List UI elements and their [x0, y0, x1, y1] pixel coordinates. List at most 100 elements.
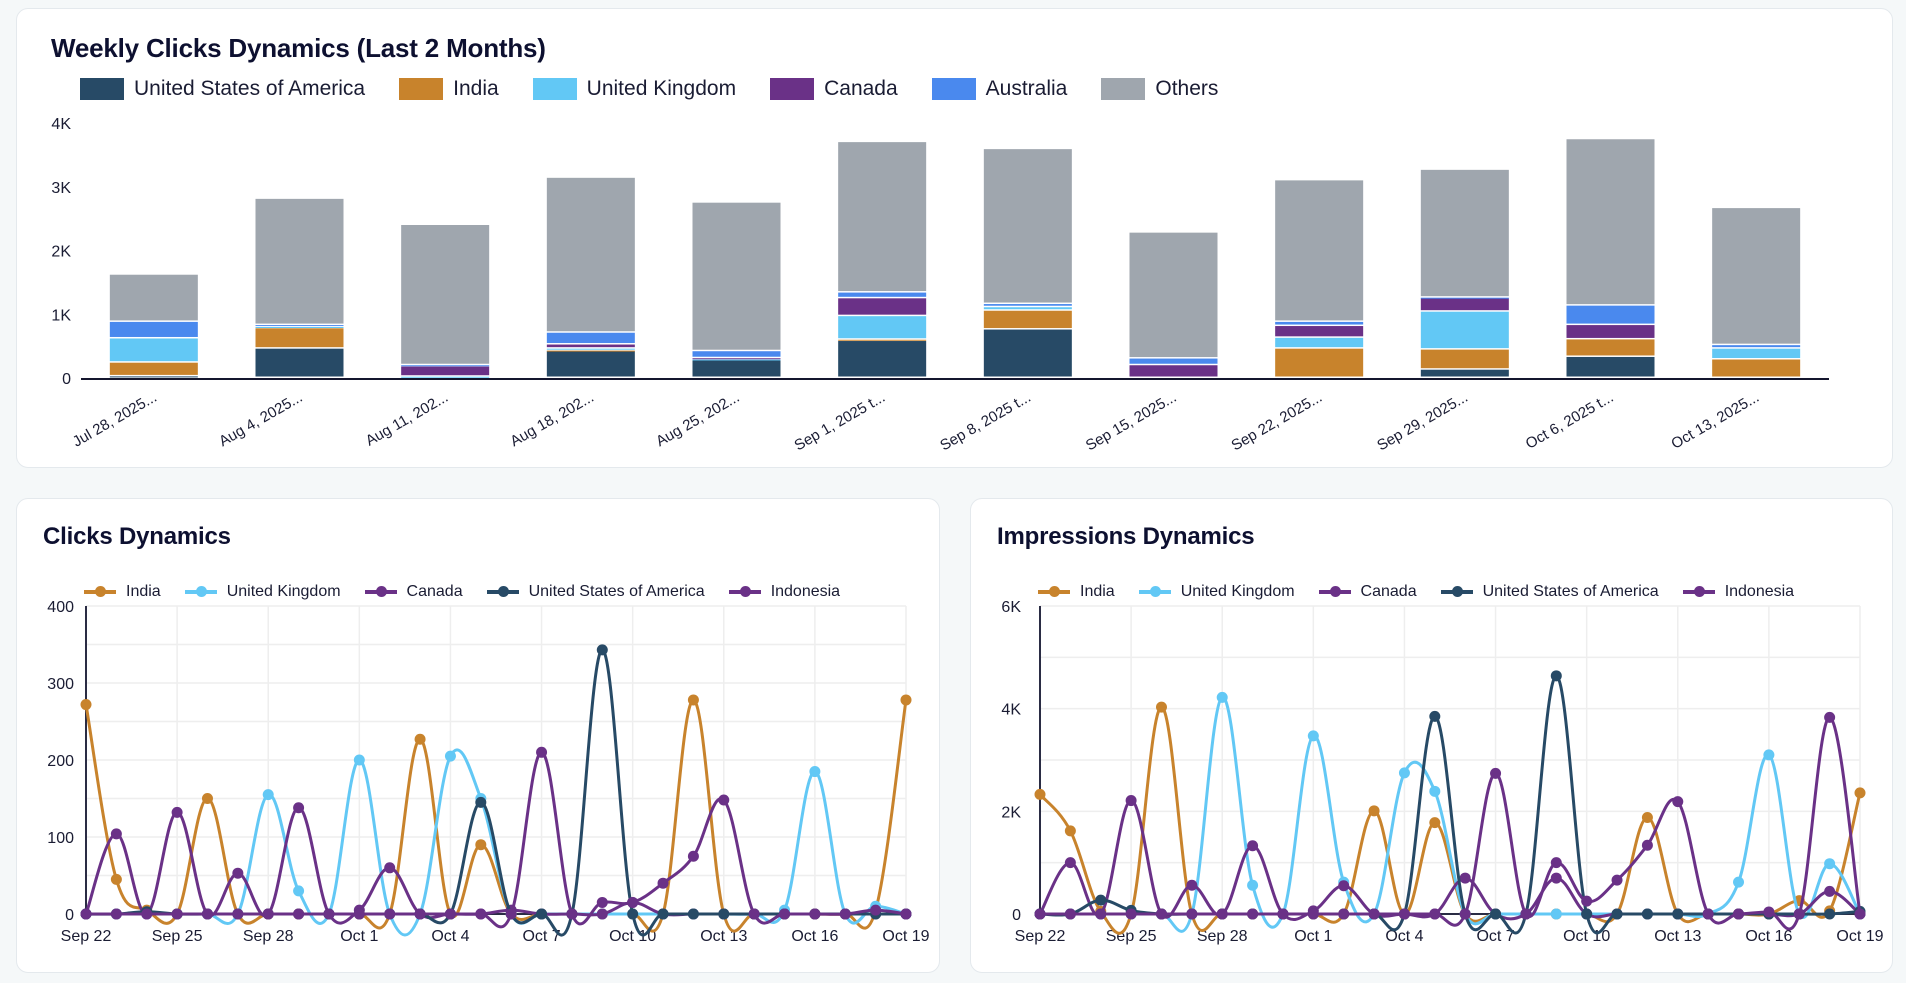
bar-australia — [1712, 345, 1801, 348]
bar-australia — [838, 292, 927, 297]
bar-australia — [255, 325, 344, 327]
bar-united-states-of-america — [109, 376, 198, 378]
legend-item-others[interactable]: Others — [1101, 77, 1218, 101]
data-point-united-states-of-america — [536, 908, 548, 920]
bar-united-kingdom — [692, 359, 781, 361]
bar-canada — [1129, 365, 1218, 377]
series-line-indonesia — [1040, 715, 1862, 931]
impressions-line-chart: Sep 22 Sep 25 Sep 28 Oct 1 Oct 4 Oct 7 Oct 10 O… — [1001, 599, 1883, 945]
bar-india — [109, 362, 198, 375]
bar-others — [692, 202, 781, 350]
data-point-canada — [384, 862, 396, 874]
x-tick-label: Oct 1 — [340, 928, 378, 945]
bar-canada — [401, 366, 490, 376]
data-point-united-states-of-america — [657, 908, 669, 920]
legend-item-indonesia[interactable]: Indonesia — [728, 583, 840, 601]
data-point-canada — [171, 806, 183, 818]
legend-item-india[interactable]: India — [1038, 583, 1115, 601]
legend-swatch — [486, 586, 519, 597]
data-point-indonesia — [1338, 908, 1350, 920]
data-point-indonesia — [870, 904, 882, 916]
clicks-line-chart: Sep 22 Sep 25 Sep 28 Oct 1 Oct 4 Oct 7 Oct 10 O… — [47, 599, 929, 945]
y-tick-label: 4K — [51, 116, 71, 133]
x-tick-label: Oct 7 — [522, 928, 560, 945]
x-tick-label: Oct 13 — [700, 928, 747, 945]
legend-item-indonesia[interactable]: Indonesia — [1682, 583, 1794, 601]
bar-others — [1566, 139, 1655, 305]
bar-australia — [983, 304, 1072, 306]
bar-india — [546, 350, 635, 352]
x-tick-label: Oct 16 — [791, 928, 838, 945]
data-point-canada — [1064, 857, 1076, 869]
x-tick-label: Sep 25 — [152, 928, 203, 945]
legend-label: United Kingdom — [1180, 583, 1295, 600]
legend-item-india[interactable]: India — [84, 583, 161, 601]
legend-label: United States of America — [134, 77, 366, 100]
bar-canada — [546, 344, 635, 348]
bar-others — [1275, 180, 1364, 321]
impressions-dynamics-card: Impressions Dynamics India United Kingdom… — [970, 498, 1893, 973]
data-point-indonesia — [687, 850, 699, 862]
legend-item-australia[interactable]: Australia — [931, 77, 1067, 101]
y-tick-label: 0 — [65, 907, 74, 924]
legend-item-united-kingdom[interactable]: United Kingdom — [184, 583, 341, 601]
data-point-indonesia — [1125, 908, 1137, 920]
legend-item-canada[interactable]: Canada — [770, 77, 898, 101]
data-point-indonesia — [293, 908, 305, 920]
legend-label: Canada — [824, 77, 898, 100]
x-tick-label: Oct 16 — [1745, 928, 1792, 945]
x-tick-label: Aug 4, 2025... — [216, 389, 305, 450]
y-tick-label: 400 — [47, 599, 74, 616]
data-point-united-kingdom — [1429, 785, 1441, 797]
data-point-indonesia — [566, 908, 578, 920]
y-tick-label: 4K — [1001, 702, 1021, 719]
data-point-united-states-of-america — [596, 644, 608, 656]
y-tick-label: 3K — [51, 180, 71, 197]
chart-title: Weekly Clicks Dynamics (Last 2 Months) — [51, 33, 546, 63]
data-point-india — [414, 733, 426, 745]
data-point-indonesia — [839, 908, 851, 920]
data-point-united-states-of-america — [1550, 670, 1562, 682]
legend-item-united-kingdom[interactable]: United Kingdom — [1138, 583, 1295, 601]
x-tick-label: Oct 4 — [1385, 928, 1423, 945]
x-tick-label: Oct 19 — [1836, 928, 1883, 945]
legend-label: United Kingdom — [586, 77, 737, 100]
x-tick-label: Oct 13, 2025... — [1668, 389, 1762, 453]
clicks-dynamics-card: Clicks Dynamics India United Kingdom Canad… — [16, 498, 940, 973]
bar-india — [1712, 359, 1801, 377]
data-point-indonesia — [414, 908, 426, 920]
legend-swatch — [931, 78, 976, 100]
legend-item-united-states-of-america[interactable]: United States of America — [80, 77, 365, 101]
data-point-united-states-of-america — [1429, 710, 1441, 722]
x-tick-label: Sep 28 — [1197, 928, 1248, 945]
bar-others — [1129, 232, 1218, 358]
bar-united-kingdom — [1420, 311, 1509, 349]
bar-others — [546, 177, 635, 332]
legend-swatch — [728, 586, 761, 597]
y-tick-label: 2K — [51, 244, 71, 261]
legend-item-united-states-of-america[interactable]: United States of America — [1440, 583, 1659, 601]
data-point-united-states-of-america — [1641, 908, 1653, 920]
y-tick-label: 300 — [47, 676, 74, 693]
data-point-united-states-of-america — [627, 908, 639, 920]
data-point-canada — [1550, 872, 1562, 884]
data-point-indonesia — [110, 908, 122, 920]
data-point-united-kingdom — [293, 885, 305, 897]
legend-item-india[interactable]: India — [399, 77, 499, 101]
x-tick-label: Aug 18, 202... — [507, 389, 596, 450]
x-tick-label: Sep 22 — [1015, 928, 1066, 945]
bar-others — [1420, 169, 1509, 297]
x-tick-label: Oct 4 — [431, 928, 469, 945]
data-point-indonesia — [1247, 908, 1259, 920]
legend-item-canada[interactable]: Canada — [1318, 583, 1417, 601]
y-tick-label: 0 — [1012, 907, 1021, 924]
data-point-united-kingdom — [444, 750, 456, 762]
bar-united-kingdom — [109, 338, 198, 362]
legend-item-united-states-of-america[interactable]: United States of America — [486, 583, 705, 601]
data-point-indonesia — [384, 908, 396, 920]
data-point-united-kingdom — [1247, 879, 1259, 891]
legend-item-united-kingdom[interactable]: United Kingdom — [532, 77, 737, 101]
data-point-united-states-of-america — [1824, 908, 1836, 920]
legend-item-canada[interactable]: Canada — [364, 583, 463, 601]
legend-swatch — [1138, 586, 1171, 597]
